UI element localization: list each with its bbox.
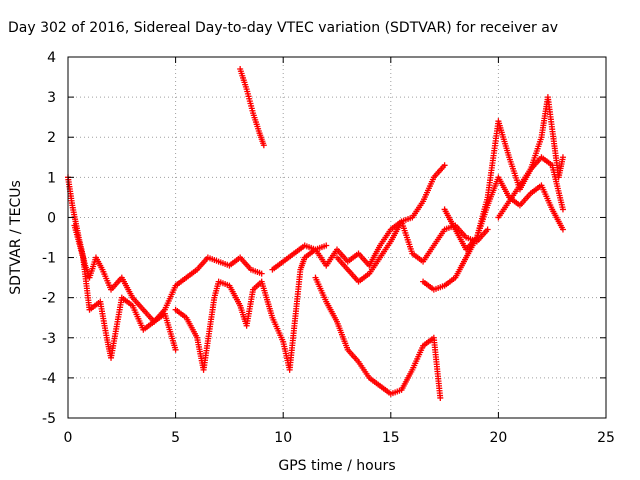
plot-frame	[67, 56, 607, 419]
grid	[68, 57, 606, 418]
data-series	[172, 242, 330, 373]
data-series	[420, 174, 566, 293]
y-axis-label: SDTVAR / TECUs	[8, 180, 24, 295]
y-tick-label: 2	[47, 130, 56, 146]
x-tick-label: 20	[489, 430, 507, 446]
y-tick-label: -4	[42, 371, 56, 387]
y-tick-label: -5	[42, 411, 56, 427]
data-point-marker	[172, 346, 179, 353]
y-tick-label: 4	[47, 50, 56, 66]
data-series	[71, 222, 179, 361]
chart-title: Day 302 of 2016, Sidereal Day-to-day VTE…	[8, 20, 559, 36]
x-tick-label: 0	[64, 430, 73, 446]
data-series	[65, 174, 265, 325]
data-point-marker	[441, 162, 448, 169]
x-tick-label: 15	[382, 430, 400, 446]
y-tick-label: -1	[42, 251, 56, 267]
data-point-marker	[258, 270, 265, 277]
data-point-marker	[323, 242, 330, 249]
data-series	[237, 66, 267, 149]
x-tick-label: 10	[274, 430, 292, 446]
y-tick-label: -2	[42, 291, 56, 307]
x-axis-label: GPS time / hours	[278, 458, 395, 474]
data-point-marker	[559, 154, 566, 161]
y-tick-label: 1	[47, 170, 56, 186]
data-series	[495, 154, 566, 221]
y-tick-label: -3	[42, 331, 56, 347]
data-point-marker	[484, 226, 491, 233]
x-tick-label: 25	[597, 430, 615, 446]
x-tick-label: 5	[171, 430, 180, 446]
y-tick-label: 0	[47, 210, 56, 226]
axis-ticks: 0 5 10 15 20 25 -5 -4 -3 -2 -1 0 1 2 3 4	[42, 50, 615, 446]
data-series	[441, 94, 566, 253]
data-point-marker	[559, 206, 566, 213]
data-series	[269, 162, 448, 273]
data-point-marker	[260, 142, 267, 149]
data-point-marker	[559, 226, 566, 233]
data-series	[312, 274, 444, 401]
data-points	[65, 66, 566, 401]
y-tick-label: 3	[47, 90, 56, 106]
data-point-marker	[437, 394, 444, 401]
